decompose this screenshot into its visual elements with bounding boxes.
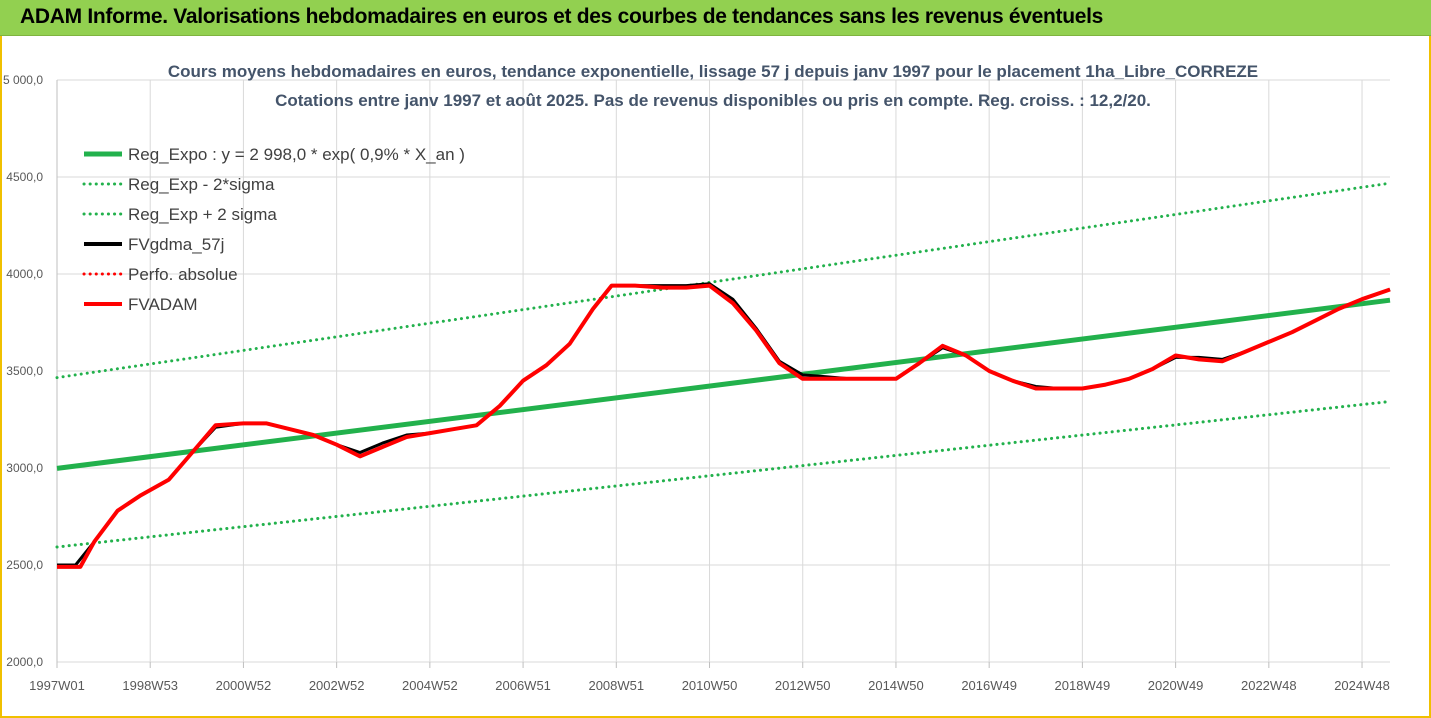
legend-label: FVADAM [128, 295, 198, 314]
x-tick-label: 2010W50 [682, 678, 738, 693]
x-tick-label: 2008W51 [588, 678, 644, 693]
y-tick-label: 2000,0 [6, 655, 43, 669]
y-tick-label: 5 000,0 [3, 73, 43, 87]
series-lines [55, 181, 1392, 569]
report-title: ADAM Informe. Valorisations hebdomadaire… [20, 5, 1104, 28]
gridlines [57, 79, 1390, 663]
series-line-0 [56, 297, 1391, 471]
y-tick-label: 4000,0 [6, 267, 43, 281]
x-tick-label: 1998W53 [122, 678, 178, 693]
series-line-5 [57, 283, 1391, 569]
y-tick-label: 3500,0 [6, 364, 43, 378]
legend-label: FVgdma_57j [128, 235, 224, 254]
chart-frame [0, 36, 1431, 718]
x-tick-label: 2002W52 [309, 678, 365, 693]
y-tick-label: 3000,0 [6, 461, 43, 475]
x-tick-label: 2018W49 [1055, 678, 1111, 693]
legend-label: Reg_Expo : y = 2 998,0 * exp( 0,9% * X_a… [128, 145, 465, 164]
x-tick-label: 2004W52 [402, 678, 458, 693]
report-banner: ADAM Informe. Valorisations hebdomadaire… [0, 0, 1431, 36]
legend-label: Reg_Exp - 2*sigma [128, 175, 275, 194]
series-line-1 [55, 400, 1392, 549]
x-tick-label: 2024W48 [1334, 678, 1390, 693]
x-tick-label: 2016W49 [961, 678, 1017, 693]
x-gridlines [56, 80, 1363, 668]
chart-subtitle: Cotations entre janv 1997 et août 2025. … [275, 91, 1151, 110]
y-tick-label: 4500,0 [6, 170, 43, 184]
x-tick-label: 2006W51 [495, 678, 551, 693]
legend-label: Reg_Exp + 2 sigma [128, 205, 277, 224]
chart-legend: Reg_Expo : y = 2 998,0 * exp( 0,9% * X_a… [82, 145, 465, 314]
x-tick-label: 1997W01 [29, 678, 85, 693]
chart-title: Cours moyens hebdomadaires en euros, ten… [168, 62, 1258, 81]
series-line-2 [55, 181, 1392, 380]
x-axis-ticks: 1997W01 1998W53 2000W52 2002W52 2004W52 2006W… [29, 678, 1390, 693]
x-tick-label: 2012W50 [775, 678, 831, 693]
x-tick-label: 2014W50 [868, 678, 924, 693]
x-tick-label: 2022W48 [1241, 678, 1297, 693]
x-tick-label: 2000W52 [216, 678, 272, 693]
legend-label: Perfo. absolue [128, 265, 238, 284]
y-tick-label: 2500,0 [6, 558, 43, 572]
y-axis-ticks: 2000,0 2500,0 3000,0 3500,0 4000,0 4500,0 5 00… [3, 73, 43, 669]
x-tick-label: 2020W49 [1148, 678, 1204, 693]
